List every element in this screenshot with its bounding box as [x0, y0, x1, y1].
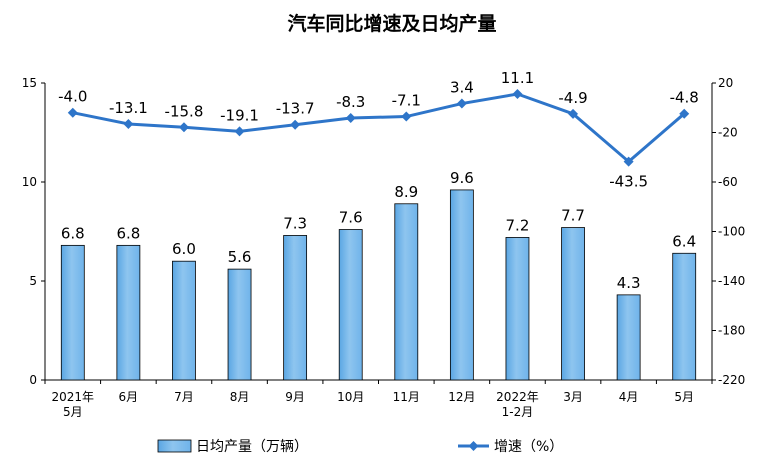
- y-tick-label-right: -140: [718, 274, 745, 288]
- bar-series: 6.8 6.8 6.0 5.6 7.3 7.6 8.9 9.6 7.2 7.7 4.3 6.4: [60, 169, 697, 381]
- line-point: [178, 122, 189, 133]
- bar-data-label: 7.3: [283, 214, 307, 232]
- bar-data-label: 6.8: [116, 224, 140, 242]
- x-tick-label: 1-2月: [502, 405, 534, 419]
- line-point: [568, 108, 579, 119]
- x-tick-label: 6月: [119, 390, 139, 404]
- x-tick-label: 3月: [563, 390, 583, 404]
- bar: [172, 260, 196, 381]
- x-tick-label: 5月: [63, 405, 83, 419]
- bar-data-label: 6.4: [672, 232, 696, 250]
- x-tick-label: 7月: [174, 390, 194, 404]
- legend-label-line: 增速（%）: [494, 439, 563, 455]
- line-path: [72, 92, 686, 164]
- legend-swatch-bar: [157, 439, 192, 453]
- line-point: [234, 126, 245, 137]
- y-tick-label-right: -180: [718, 324, 745, 338]
- line-data-label: -19.1: [220, 106, 259, 124]
- legend-marker-line: [468, 441, 479, 451]
- line-data-label: -7.1: [392, 92, 421, 110]
- line-point: [679, 108, 690, 119]
- line-data-label: -15.8: [165, 102, 204, 120]
- line-point: [512, 89, 523, 100]
- line-data-label: -4.8: [670, 89, 699, 107]
- y-tick-label-right: -220: [718, 373, 745, 387]
- y-tick-label-right: -20: [718, 126, 738, 140]
- x-tick-label: 11月: [393, 390, 420, 404]
- line-series: -4.0 -13.1 -15.8 -19.1 -13.7 -8.3 -7.1 3.4 11.1 -…: [58, 69, 699, 191]
- line-point: [123, 118, 134, 129]
- legend: 日均产量（万辆） 增速（%）: [157, 439, 563, 455]
- y-tick-label-left: 5: [29, 274, 37, 288]
- line-data-label: 11.1: [501, 69, 534, 87]
- bar-data-label: 6.0: [172, 240, 196, 258]
- line-point: [67, 107, 78, 118]
- bar: [505, 237, 530, 381]
- bar: [394, 203, 419, 381]
- bar: [227, 268, 252, 381]
- x-tick-label: 4月: [619, 390, 639, 404]
- bar: [60, 244, 85, 381]
- line-data-label: -13.7: [276, 100, 315, 118]
- line-data-label: 3.4: [450, 79, 474, 97]
- line-point: [623, 156, 634, 167]
- bar-data-label: 7.7: [561, 207, 585, 225]
- line-data-label: -4.0: [58, 88, 87, 106]
- y-tick-label-left: 15: [22, 76, 37, 90]
- bar-data-label: 7.2: [506, 216, 530, 234]
- line-point: [290, 119, 301, 130]
- bar-data-label: 6.8: [61, 224, 85, 242]
- bar-data-label: 5.6: [228, 248, 252, 266]
- line-point: [456, 98, 467, 109]
- x-tick-label: 2022年: [496, 390, 539, 404]
- bar-data-label: 9.6: [450, 169, 474, 187]
- line-point: [401, 111, 412, 122]
- bar: [616, 294, 641, 381]
- line-data-label: -4.9: [558, 89, 587, 107]
- line-data-label: -8.3: [336, 93, 365, 111]
- x-tick-label: 12月: [448, 390, 475, 404]
- x-tick-label: 8月: [230, 390, 250, 404]
- bar-data-label: 8.9: [394, 183, 418, 201]
- bar: [561, 227, 585, 381]
- bar-data-label: 7.6: [339, 209, 363, 227]
- y-tick-label-left: 0: [29, 373, 37, 387]
- x-tick-label: 2021年: [52, 390, 95, 404]
- line-data-label: -13.1: [109, 99, 148, 117]
- bar: [116, 244, 141, 381]
- bar: [338, 229, 363, 381]
- chart-title: 汽车同比增速及日均产量: [287, 12, 496, 35]
- x-tick-label: 9月: [285, 390, 305, 404]
- bar: [283, 235, 308, 381]
- y-tick-label-left: 10: [22, 175, 37, 189]
- line-data-label: -43.5: [609, 173, 648, 191]
- y-tick-label-right: -60: [718, 175, 738, 189]
- x-tick-label: 5月: [674, 390, 694, 404]
- line-point: [345, 113, 356, 124]
- bar-data-label: 4.3: [617, 274, 641, 292]
- bar: [449, 189, 474, 381]
- x-tick-label: 10月: [337, 390, 364, 404]
- bar: [672, 252, 697, 381]
- legend-label-bar: 日均产量（万辆）: [196, 439, 308, 455]
- y-tick-label-right: -100: [718, 225, 745, 239]
- y-tick-label-right: 20: [718, 76, 733, 90]
